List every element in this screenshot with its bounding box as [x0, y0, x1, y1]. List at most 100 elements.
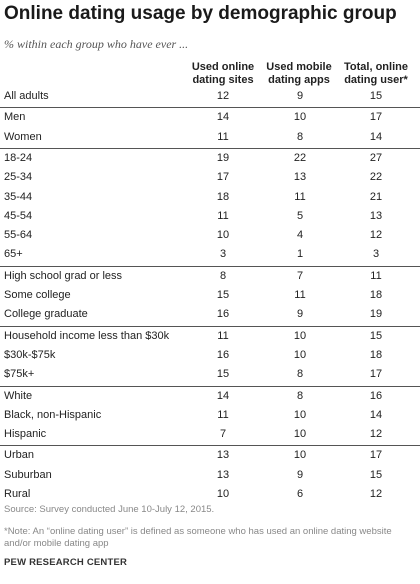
value-sites: 12	[216, 90, 230, 102]
row-label: Suburban	[4, 468, 52, 481]
value-total: 12	[369, 428, 383, 441]
table-row: 55-64 10 4 12	[0, 226, 420, 247]
credit-text: PEW RESEARCH CENTER	[4, 557, 128, 568]
row-label: Hispanic	[4, 428, 47, 441]
value-total: 18	[369, 289, 383, 301]
table-row: $75k+ 15 8 17	[0, 365, 420, 386]
row-label: Urban	[4, 449, 34, 462]
value-sites: 15	[216, 289, 230, 301]
value-sites: 18	[216, 190, 230, 203]
value-total: 14	[369, 130, 383, 143]
column-header-total: Total, online dating user*	[344, 61, 408, 86]
table-row: All adults 12 9 15	[0, 87, 420, 108]
value-apps: 9	[296, 468, 304, 481]
value-sites: 17	[216, 171, 230, 184]
group-separator	[0, 385, 420, 387]
source-note: Source: Survey conducted June 10-July 12…	[4, 504, 215, 515]
row-label: 35-44	[4, 190, 33, 203]
row-label: 18-24	[4, 151, 33, 164]
row-label: Men	[4, 111, 26, 124]
value-apps: 8	[296, 130, 304, 143]
value-total: 19	[369, 308, 383, 321]
value-apps: 10	[293, 428, 307, 441]
value-sites: 10	[216, 488, 230, 500]
value-total: 22	[369, 171, 383, 184]
value-sites: 11	[217, 408, 229, 421]
value-sites: 15	[216, 368, 230, 381]
value-apps: 11	[294, 289, 306, 301]
row-label: $30k-$75k	[4, 348, 56, 361]
value-total: 12	[369, 488, 383, 500]
value-apps: 5	[296, 209, 304, 222]
value-total: 11	[370, 269, 382, 282]
table-row: 18-24 19 22 27	[0, 149, 420, 170]
row-label: High school grad or less	[4, 269, 123, 282]
row-label: All adults	[4, 90, 49, 102]
value-sites: 16	[216, 348, 230, 361]
value-sites: 14	[216, 389, 230, 402]
row-label: 55-64	[4, 229, 33, 242]
group-separator	[0, 325, 420, 327]
value-sites: 16	[216, 308, 230, 321]
value-total: 21	[369, 190, 383, 203]
value-apps: 7	[296, 269, 304, 282]
value-total: 16	[369, 389, 383, 402]
row-label: 45-54	[4, 209, 33, 222]
value-apps: 1	[296, 248, 304, 261]
value-apps: 8	[296, 368, 304, 381]
value-apps: 4	[296, 229, 304, 242]
row-label: Rural	[4, 488, 31, 500]
value-sites: 19	[216, 151, 230, 164]
row-label: College graduate	[4, 308, 88, 321]
value-apps: 11	[294, 190, 306, 203]
table-row: $30k-$75k 16 10 18	[0, 346, 420, 367]
row-label: Black, non-Hispanic	[4, 408, 102, 421]
chart-subtitle: % within each group who have ever ...	[4, 37, 189, 51]
value-sites: 11	[217, 130, 229, 143]
table-row: College graduate 16 9 19	[0, 305, 420, 326]
table-row: Suburban 13 9 15	[0, 466, 420, 487]
table-row: High school grad or less 8 7 11	[0, 267, 420, 288]
value-sites: 14	[216, 111, 230, 124]
value-sites: 13	[216, 468, 230, 481]
value-total: 17	[369, 368, 383, 381]
table-row: Hispanic 7 10 12	[0, 425, 420, 446]
value-sites: 7	[219, 428, 227, 441]
column-header-sites: Used online dating sites	[191, 61, 255, 86]
group-separator	[0, 107, 420, 109]
row-label: White	[4, 389, 33, 402]
table-row: 35-44 18 11 21	[0, 188, 420, 209]
table-row: Rural 10 6 12	[0, 485, 420, 506]
table-row: Urban 13 10 17	[0, 446, 420, 467]
value-apps: 22	[293, 151, 307, 164]
value-total: 15	[369, 468, 383, 481]
value-apps: 13	[293, 171, 307, 184]
value-apps: 10	[293, 348, 307, 361]
value-sites: 10	[216, 229, 230, 242]
value-sites: 8	[219, 269, 227, 282]
value-total: 15	[369, 329, 383, 342]
value-apps: 10	[293, 408, 307, 421]
column-header-apps: Used mobile dating apps	[266, 61, 332, 86]
value-apps: 9	[296, 308, 304, 321]
value-sites: 11	[217, 209, 229, 222]
definition-note: *Note: An “online dating user” is define…	[4, 526, 392, 549]
value-total: 17	[369, 111, 383, 124]
value-total: 3	[372, 248, 380, 261]
group-separator	[0, 265, 420, 267]
table-row: 45-54 11 5 13	[0, 207, 420, 228]
value-total: 27	[369, 151, 383, 164]
value-apps: 9	[296, 90, 304, 102]
row-label: 65+	[4, 248, 23, 261]
row-label: Some college	[4, 289, 71, 301]
value-total: 14	[369, 408, 383, 421]
table-row: 65+ 3 1 3	[0, 245, 420, 266]
group-separator	[0, 445, 420, 447]
value-total: 13	[369, 209, 383, 222]
value-sites: 11	[217, 329, 229, 342]
chart-title: Online dating usage by demographic group	[4, 3, 397, 24]
row-label: Women	[4, 130, 42, 143]
value-sites: 13	[216, 449, 230, 462]
value-apps: 10	[293, 449, 307, 462]
